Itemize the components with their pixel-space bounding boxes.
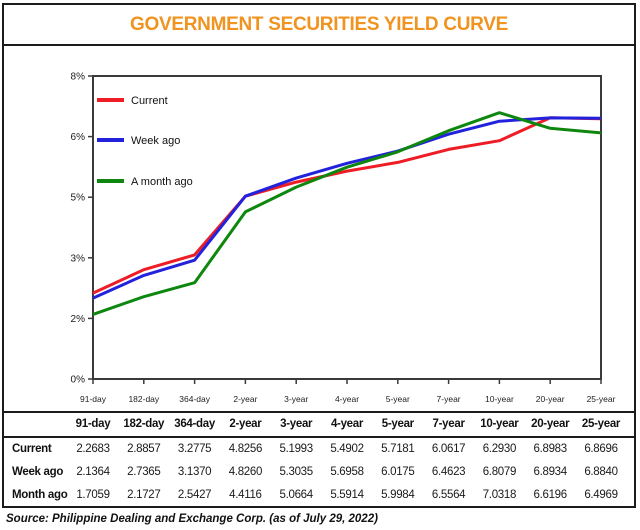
table-column-header: 20-year [531, 418, 570, 430]
y-tick-label: 2% [71, 314, 86, 325]
series-line-2 [92, 111, 602, 316]
x-axis-label: 7-year [437, 394, 461, 404]
x-axis-label: 182-day [128, 394, 159, 404]
table-cell: 5.1993 [279, 443, 314, 455]
table-cell: 6.8934 [533, 466, 568, 478]
table-column-header: 25-year [581, 418, 621, 430]
table-row-label: Month ago [12, 489, 68, 501]
table-body: Current 2.2683 2.8857 3.2775 4.8256 5.1993 5.4… [4, 438, 634, 507]
table-cell: 2.5427 [177, 489, 212, 501]
table-cell: 6.8696 [584, 443, 618, 455]
legend-label-1: Week ago [131, 135, 180, 147]
table-cell: 2.8857 [127, 443, 161, 455]
y-tick-label: 6% [71, 132, 86, 143]
table-column-header: 91-day [75, 418, 111, 430]
table-cell: 7.0318 [482, 489, 517, 501]
table-cell: 4.8256 [228, 443, 263, 455]
table-column-header: 364-day [174, 418, 215, 430]
yield-curve-chart: 0% 2% 3% 5% 6% 8% 91-day 182-day 364-day 2-year 3-… [71, 72, 616, 405]
title-bar: GOVERNMENT SECURITIES YIELD CURVE [4, 5, 634, 44]
table-cell: 4.8260 [228, 466, 263, 478]
table-column-header: 2-year [229, 418, 262, 430]
table-cell: 5.3035 [279, 466, 314, 478]
x-axis-label: 4-year [335, 394, 359, 404]
table-cell: 6.8840 [584, 466, 618, 478]
x-axis-label: 5-year [386, 394, 410, 404]
table-cell: 6.4623 [431, 466, 466, 478]
table-cell: 5.5914 [330, 489, 364, 501]
source-note: Source: Philippine Dealing and Exchange … [6, 513, 378, 525]
page-title: GOVERNMENT SECURITIES YIELD CURVE [130, 13, 508, 35]
table-column-header: 3-year [280, 418, 313, 430]
table-cell: 6.8983 [533, 443, 568, 455]
table-cell: 2.1364 [76, 466, 110, 478]
table-column-header: 182-day [123, 418, 165, 430]
x-axis-label: 3-year [284, 394, 308, 404]
table-cell: 5.6958 [330, 466, 364, 478]
table-cell: 5.9984 [381, 489, 415, 501]
table-cell: 5.7181 [381, 443, 415, 455]
table-cell: 6.5564 [431, 489, 466, 501]
table-cell: 3.2775 [177, 443, 212, 455]
table-column-header: 5-year [381, 418, 414, 430]
x-axis-label: 25-year [587, 394, 616, 404]
table-column-header: 10-year [480, 418, 519, 430]
table-cell: 6.4969 [584, 489, 618, 501]
table-cell: 6.0617 [431, 443, 466, 455]
table-cell: 4.4116 [229, 489, 262, 501]
x-axis-label: 364-day [179, 394, 210, 404]
table-row-label: Week ago [12, 466, 64, 478]
y-tick-label: 3% [71, 253, 86, 264]
table-cell: 6.0175 [381, 466, 415, 478]
table-cell: 2.7365 [127, 466, 161, 478]
table-row-label: Current [12, 443, 52, 455]
table-row: Current 2.2683 2.8857 3.2775 4.8256 5.1993 5.4… [4, 438, 634, 461]
table-cell: 5.4902 [330, 443, 364, 455]
table-cell: 6.2930 [482, 443, 517, 455]
series-line-1 [92, 116, 602, 300]
legend-label-2: A month ago [131, 176, 193, 188]
table-cell: 6.6196 [533, 489, 568, 501]
table-row: Week ago 2.1364 2.7365 3.1370 4.8260 5.3035 5.… [4, 461, 634, 484]
y-tick-label: 8% [71, 72, 86, 83]
x-axis-label: 91-day [80, 394, 107, 404]
table-cell: 5.0664 [279, 489, 314, 501]
x-axis-label: 20-year [536, 394, 565, 404]
table-column-header: 4-year [330, 418, 364, 430]
legend-label-0: Current [131, 95, 168, 107]
y-tick-label: 5% [71, 193, 86, 204]
table-cell: 2.2683 [76, 443, 110, 455]
table-row: Month ago 1.7059 2.1727 2.5427 4.4116 5.0664 5… [4, 484, 634, 507]
table-cell: 3.1370 [177, 466, 212, 478]
y-tick-label: 0% [71, 375, 86, 386]
x-axis-label: 10-year [485, 394, 514, 404]
table-cell: 1.7059 [76, 489, 110, 501]
series-line-0 [92, 116, 602, 295]
x-axis-label: 2-year [233, 394, 257, 404]
title-divider [4, 44, 634, 46]
table-cell: 6.8079 [482, 466, 517, 478]
table-cell: 2.1727 [127, 489, 161, 501]
table-column-header: 7-year [432, 418, 465, 430]
table-header-row: 91-day 182-day 364-day 2-year 3-year 4-year 5-… [4, 411, 634, 438]
